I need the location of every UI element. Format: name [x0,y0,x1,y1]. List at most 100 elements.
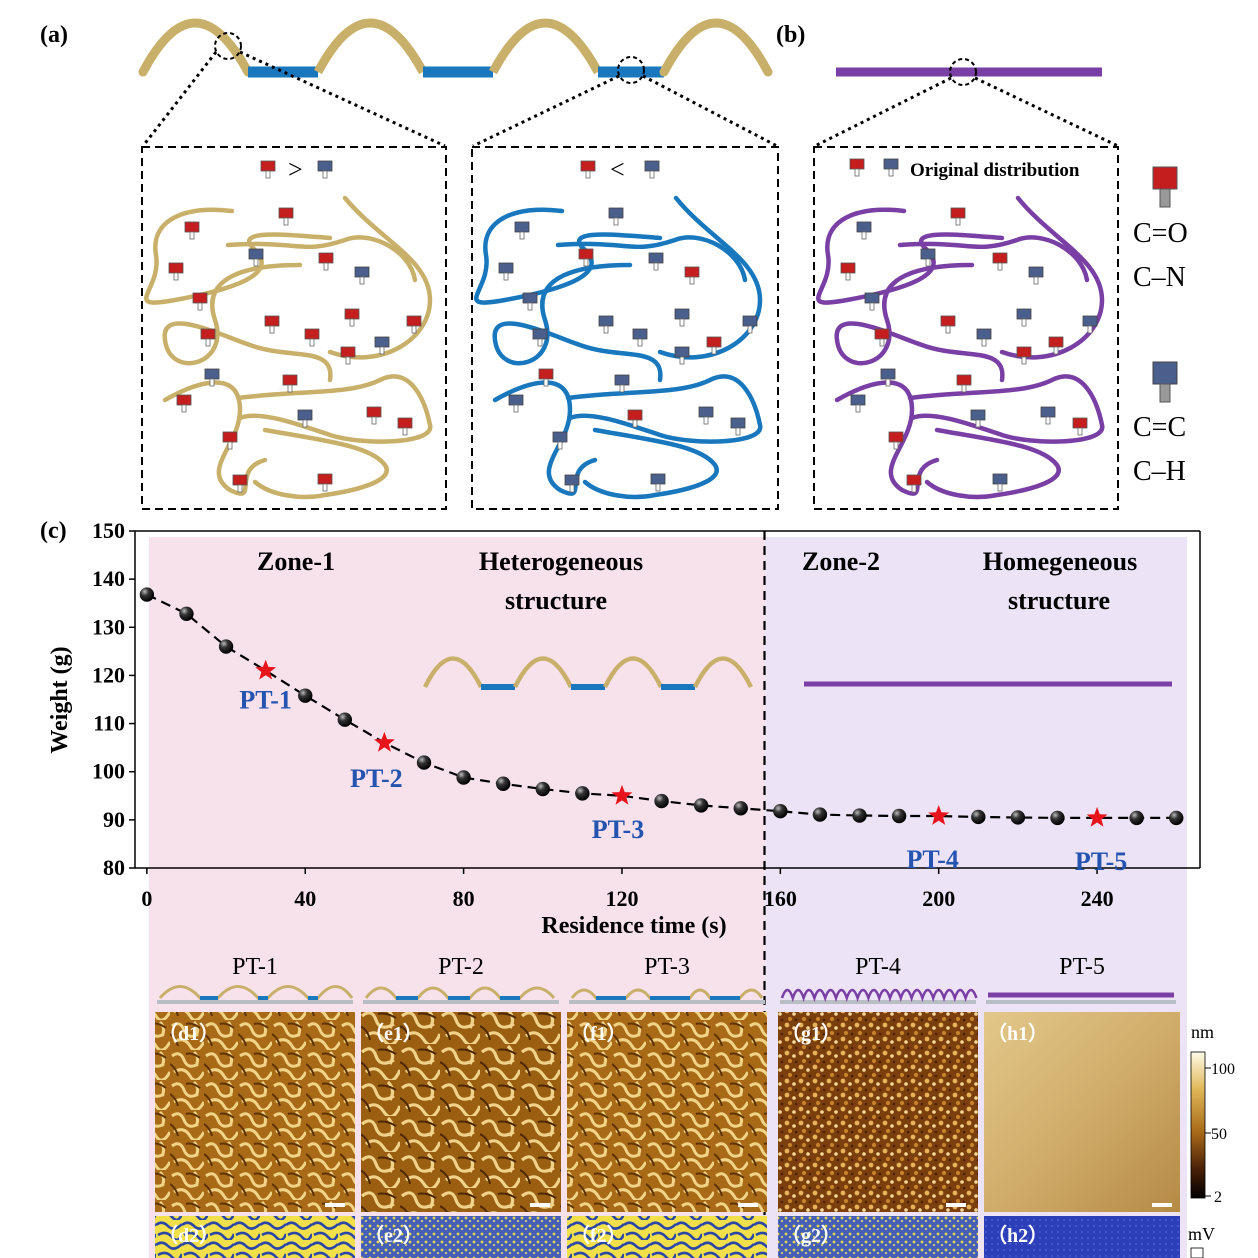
afm-row2-labels: （d2） （e2） （f2） （g2） （h2） [158,1224,1048,1247]
data-point [773,803,788,819]
sampling-point-star [1086,806,1108,827]
legend-co: C=O [1133,218,1188,249]
sampling-point-label: PT-5 [1075,847,1128,876]
x-tick-label: 80 [453,886,475,911]
x-tick-label: 0 [141,886,152,911]
inset-frames [141,146,1119,510]
panel-c-label: (c) [40,518,67,544]
data-point [1010,810,1026,825]
afm-image-e2 [361,1216,561,1258]
original-distribution-label: Original distribution [910,160,1080,181]
afm-image-f1 [567,1012,767,1212]
inset-purple: Original distribution [816,158,1105,500]
data-point [1169,810,1184,826]
y-tick-label: 90 [103,807,125,832]
x-tick-label: 40 [294,886,316,911]
afm-titles: PT-1 PT-2 PT-3 PT-4 PT-5 [232,954,1105,980]
afm-row1-labels: （d1） （e1） （f1） （g1） （h1） [158,1022,1048,1045]
y-axis-label: Weight (g) [47,646,73,753]
y-tick-label: 140 [92,566,125,591]
data-point [693,798,709,813]
sampling-points: PT-1 PT-2 PT-3 PT-4 PT-5 [239,659,1128,876]
afm-schematics [157,985,1176,1004]
afm-image-d1 [155,1012,355,1212]
colorbar: nm 100 50 2 mV [1188,1022,1235,1258]
cc-legend-icon [1152,361,1178,385]
data-point [298,688,313,703]
group-legend: C=O C–N C=C C–H [1133,166,1188,487]
colorbar-tick-100: 100 [1211,1061,1235,1078]
y-tick-label: 80 [103,855,125,880]
y-tick-label: 150 [92,518,125,543]
sampling-point-star [255,659,277,680]
x-axis: 0 40 80 120 160 200 240 [141,868,1114,911]
data-point [416,755,432,770]
colorbar-tick-50: 50 [1211,1126,1227,1143]
afm-row2 [155,1216,1180,1258]
y-axis: 80 90 100 110 120 130 140 150 [92,518,135,880]
data-point [337,712,353,727]
afm-image-d2 [155,1216,355,1258]
data-point [495,776,511,791]
sampling-point-label: PT-1 [239,686,292,715]
colorbar-tick-2: 2 [1214,1189,1222,1206]
afm-panel-label: （f2） [570,1224,627,1247]
data-point [812,807,828,822]
afm-column-title: PT-2 [438,954,484,980]
zone2-structure-1: Homegeneous [983,547,1138,576]
co-legend-icon [1152,166,1178,190]
panel-a-label: (a) [40,22,68,48]
data-point [891,808,907,824]
x-tick-label: 240 [1081,886,1114,911]
colorbar-unit: nm [1191,1022,1214,1042]
colorbar2-unit: mV [1188,1224,1215,1244]
zone1-structure-1: Heterogeneous [479,547,643,576]
data-point [139,587,155,602]
inset-gold: > [144,155,433,500]
zoom-guides [141,32,1119,148]
sampling-point-label: PT-4 [906,845,959,874]
data-point [654,793,669,809]
afm-column-title: PT-1 [232,954,278,980]
legend-cn: C–N [1133,262,1186,293]
chart-frame [134,530,1201,869]
data-point [575,786,590,801]
afm-image-f2 [567,1216,767,1258]
afm-panel-label: （f1） [570,1022,627,1045]
lt-sign: < [610,155,625,184]
y-tick-label: 120 [92,662,125,687]
data-point [971,809,986,825]
zone2-title: Zone-2 [802,547,880,576]
sampling-point-star [374,731,395,752]
data-point [733,801,748,816]
x-axis-label: Residence time (s) [541,913,726,939]
heterogeneous-strip [138,18,773,78]
afm-column-title: PT-5 [1059,954,1105,980]
afm-image-g2 [778,1216,978,1258]
chart-hetero-schematic [422,656,754,690]
panel-b-label: (b) [776,22,805,48]
afm-panel-label: （d1） [158,1022,219,1045]
afm-panel-label: （g2） [781,1224,841,1247]
y-tick-label: 130 [92,614,125,639]
data-point [852,808,867,823]
y-tick-label: 110 [93,711,125,736]
legend-ch: C–H [1133,456,1186,487]
sampling-point-label: PT-3 [592,815,645,844]
x-tick-label: 120 [605,886,638,911]
zone2-structure-2: structure [1008,586,1110,615]
data-point [218,639,234,654]
y-tick-label: 100 [92,759,125,784]
sampling-point-star [611,784,633,805]
afm-panel-label: （g1） [781,1022,841,1045]
sampling-point-star [928,805,950,825]
data-point [535,781,550,797]
afm-image-g1 [778,1012,978,1212]
afm-panel-label: （d2） [158,1224,219,1247]
afm-column-title: PT-4 [855,954,901,980]
gt-sign: > [288,155,303,184]
afm-row1 [155,1012,1180,1212]
data-point [456,770,471,785]
afm-image-e1 [361,1012,561,1212]
afm-image-h2 [984,1216,1180,1258]
